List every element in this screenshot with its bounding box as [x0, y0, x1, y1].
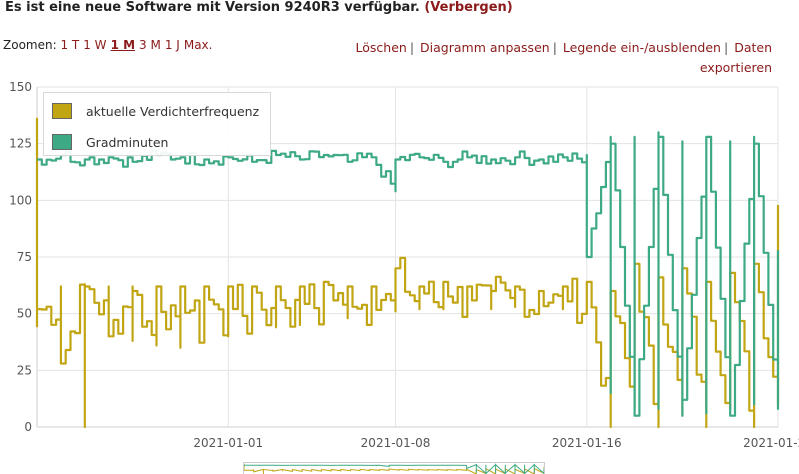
legend-swatch-degree-minutes	[52, 134, 72, 150]
line-chart[interactable]: 0 25 50 75 100 125 150 2021-01-01 2021-01-08 2021…	[0, 76, 799, 462]
update-notice: Es ist eine neue Software mit Version 92…	[5, 0, 513, 15]
y-tick-label: 50	[17, 307, 32, 321]
x-tick-label: 2021-01-08	[361, 436, 431, 450]
zoom-option-1j[interactable]: 1 J	[164, 38, 180, 52]
update-notice-text: Es ist eine neue Software mit Version 92…	[5, 0, 420, 15]
x-tick-label: 2021-01-24	[743, 436, 799, 450]
zoom-option-1t[interactable]: 1 T	[60, 38, 80, 52]
zoom-option-1m[interactable]: 1 M	[110, 38, 136, 52]
y-tick-label: 125	[9, 137, 32, 151]
export-data-link[interactable]: Daten exportieren	[699, 40, 772, 75]
range-navigator[interactable]	[243, 462, 545, 474]
legend-swatch-frequency	[52, 103, 72, 119]
y-tick-label: 100	[9, 193, 32, 207]
zoom-option-max[interactable]: Max.	[183, 38, 213, 52]
navigator-preview	[244, 463, 544, 474]
legend-item-degree-minutes[interactable]: Gradminuten	[52, 132, 168, 152]
y-tick-label: 25	[17, 363, 32, 377]
delete-link[interactable]: Löschen	[355, 40, 407, 55]
customize-chart-link[interactable]: Diagramm anpassen	[420, 40, 550, 55]
chart-legend: aktuelle Verdichterfrequenz Gradminuten	[43, 92, 271, 156]
legend-label-degree-minutes: Gradminuten	[86, 134, 169, 150]
hide-notice-link[interactable]: (Verbergen)	[424, 0, 513, 15]
series-line-degree-minutes	[37, 131, 780, 417]
y-tick-label: 0	[24, 420, 32, 434]
legend-item-frequency[interactable]: aktuelle Verdichterfrequenz	[52, 101, 259, 121]
zoom-option-1w[interactable]: 1 W	[83, 38, 107, 52]
legend-label-frequency: aktuelle Verdichterfrequenz	[86, 103, 260, 119]
chart-actions: Löschen | Diagramm anpassen | Legende ein-/a…	[302, 38, 772, 78]
separator: |	[409, 40, 415, 55]
toggle-legend-link[interactable]: Legende ein-/ausblenden	[562, 40, 721, 55]
separator: |	[552, 40, 557, 55]
zoom-label: Zoomen:	[3, 38, 57, 52]
navigator-line-degree-minutes	[244, 463, 544, 474]
series-line-frequency	[35, 117, 780, 429]
x-tick-label: 2021-01-01	[193, 436, 263, 450]
separator: |	[723, 40, 729, 55]
zoom-option-3m[interactable]: 3 M	[139, 38, 161, 52]
y-tick-label: 75	[17, 250, 32, 264]
x-tick-label: 2021-01-16	[552, 436, 622, 450]
y-tick-label: 150	[9, 80, 32, 94]
